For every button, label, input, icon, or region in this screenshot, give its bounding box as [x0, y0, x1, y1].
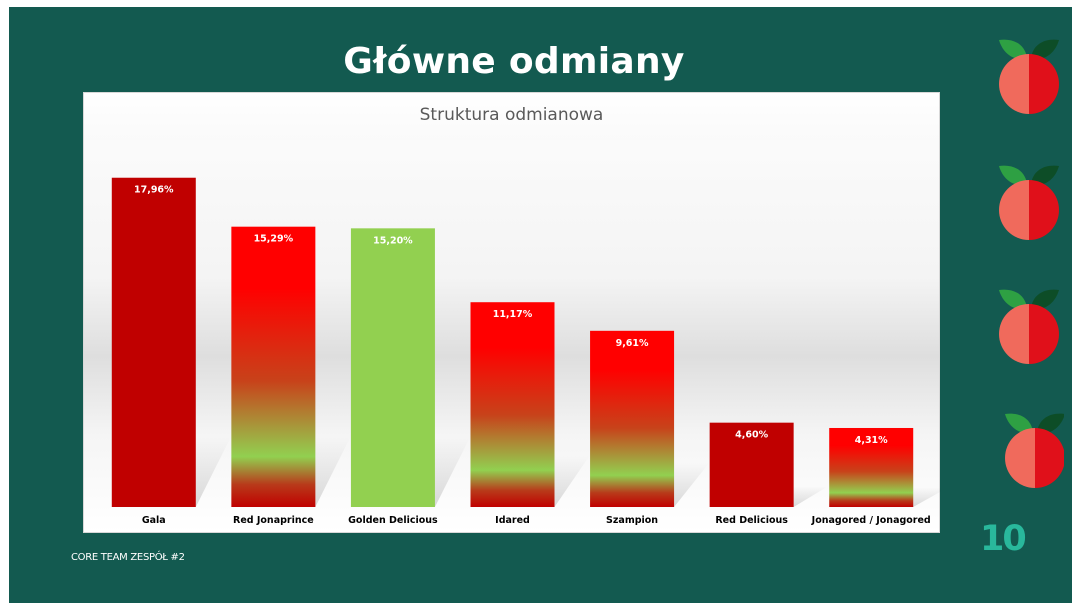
- slide: Główne odmiany Struktura odmianowa: [9, 7, 1072, 603]
- apple-icon: [1005, 413, 1064, 488]
- apple-decorations: [999, 39, 1064, 488]
- bar-2: [231, 226, 316, 507]
- data-label: 15,29%: [254, 234, 294, 245]
- x-tick-label: Gala: [142, 515, 166, 526]
- x-tick-label: Red Jonaprince: [233, 515, 314, 526]
- bar-3: [350, 228, 435, 508]
- bar-1: [111, 177, 196, 507]
- data-label: 15,20%: [373, 235, 413, 246]
- x-tick-label: Jonagored / Jonagored: [811, 515, 931, 526]
- page-number: 10: [980, 519, 1027, 559]
- apple-icon: [999, 165, 1059, 240]
- footer-text: CORE TEAM ZESPÓŁ #2: [71, 552, 185, 563]
- bar-5: [590, 330, 675, 507]
- data-label: 9,61%: [616, 338, 649, 349]
- x-tick-label: Golden Delicious: [348, 515, 438, 526]
- apple-icon: [999, 39, 1059, 114]
- x-tick-label: Idared: [495, 515, 530, 526]
- chart-plot-area: 17,96%15,29% 15,20%11,17%9,61%4,60% 4,31% …: [111, 177, 941, 526]
- data-label: 4,31%: [855, 435, 888, 446]
- data-label: 17,96%: [134, 185, 174, 196]
- data-label: 4,60%: [735, 430, 768, 441]
- bar-chart: Struktura odmianowa 17,96% 15,29% 15,20: [83, 92, 941, 533]
- data-label: 11,17%: [493, 309, 533, 320]
- apple-icon: [999, 289, 1059, 364]
- bar-4: [470, 302, 555, 507]
- x-tick-label: Szampion: [606, 515, 658, 526]
- slide-title: Główne odmiany: [343, 41, 685, 82]
- bar-7: [829, 427, 914, 507]
- x-tick-label: Red Delicious: [715, 515, 788, 526]
- bar-6: [709, 422, 794, 507]
- chart-title: Struktura odmianowa: [419, 105, 604, 125]
